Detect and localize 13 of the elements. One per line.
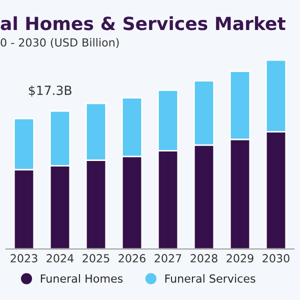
legend-label: Funeral Homes: [40, 274, 123, 283]
x-tick-label: 2025: [82, 254, 110, 262]
x-tick-label: 2029: [226, 254, 254, 262]
chart-title: al Homes & Services Market: [0, 16, 286, 30]
x-tick-label: 2026: [118, 254, 146, 262]
x-tick-label: 2028: [190, 254, 218, 262]
x-tick-label: 2030: [262, 254, 290, 262]
chart-subtitle: 0 - 2030 (USD Billion): [0, 38, 119, 48]
x-tick-label: 2023: [10, 254, 38, 262]
x-tick-label: 2027: [154, 254, 182, 262]
annotation: $17.3B: [28, 85, 72, 97]
legend-label: Funeral Services: [165, 274, 256, 283]
x-tick-label: 2024: [46, 254, 74, 262]
